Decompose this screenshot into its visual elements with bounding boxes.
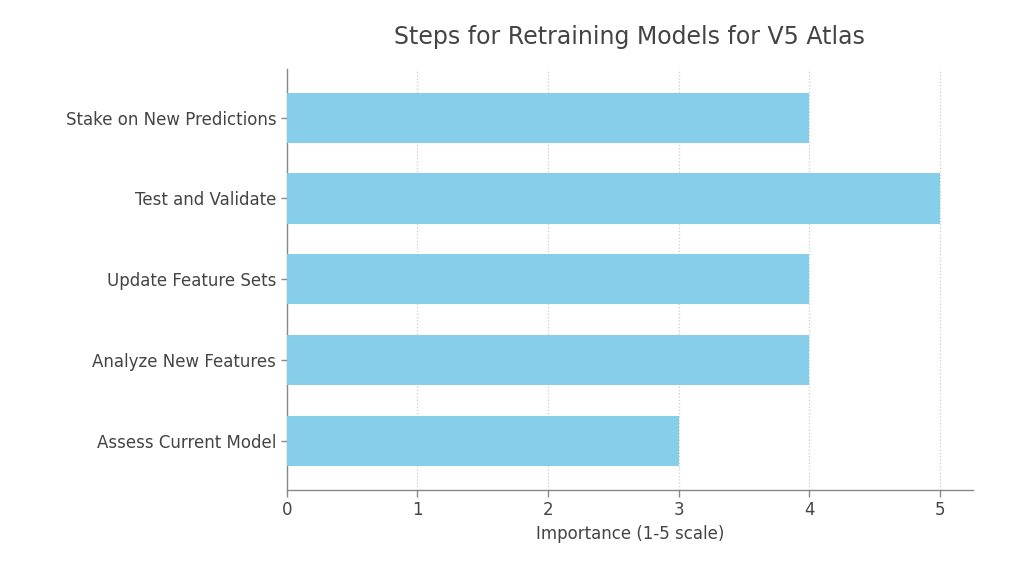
- Bar: [287, 416, 679, 466]
- Title: Steps for Retraining Models for V5 Atlas: Steps for Retraining Models for V5 Atlas: [394, 25, 865, 49]
- Bar: [287, 173, 940, 223]
- Bar: [287, 254, 809, 305]
- Bar: [287, 93, 809, 143]
- Bar: [287, 335, 809, 385]
- X-axis label: Importance (1-5 scale): Importance (1-5 scale): [536, 525, 724, 543]
